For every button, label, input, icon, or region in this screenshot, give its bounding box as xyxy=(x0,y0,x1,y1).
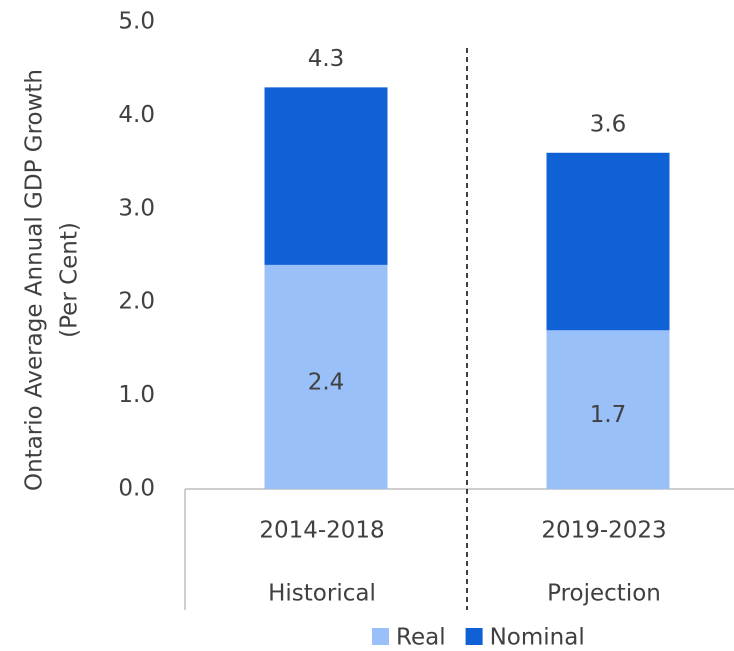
y-tick-label: 1.0 xyxy=(118,382,155,408)
y-tick-label: 0.0 xyxy=(118,476,155,502)
data-label: 3.6 xyxy=(590,111,627,137)
y-tick-label: 5.0 xyxy=(118,9,155,35)
x-tick-label: 2019-2023 xyxy=(541,518,666,544)
group-label: Projection xyxy=(547,581,661,607)
y-tick-label: 4.0 xyxy=(118,102,155,128)
y-tick-label: 3.0 xyxy=(118,195,155,221)
x-tick-label: 2014-2018 xyxy=(259,518,384,544)
data-label: 4.3 xyxy=(308,46,345,72)
legend-swatch xyxy=(372,628,389,645)
y-axis-title: Ontario Average Annual GDP Growth xyxy=(22,69,48,491)
y-axis-title: (Per Cent) xyxy=(57,222,83,338)
legend-label: Real xyxy=(396,625,446,651)
group-label: Historical xyxy=(268,581,376,607)
bar xyxy=(264,264,388,489)
legend-swatch xyxy=(465,628,483,645)
bar xyxy=(546,330,670,489)
data-label: 1.7 xyxy=(590,402,627,428)
data-label: 2.4 xyxy=(308,369,345,395)
legend-label: Nominal xyxy=(490,625,585,651)
y-tick-label: 2.0 xyxy=(118,289,155,315)
